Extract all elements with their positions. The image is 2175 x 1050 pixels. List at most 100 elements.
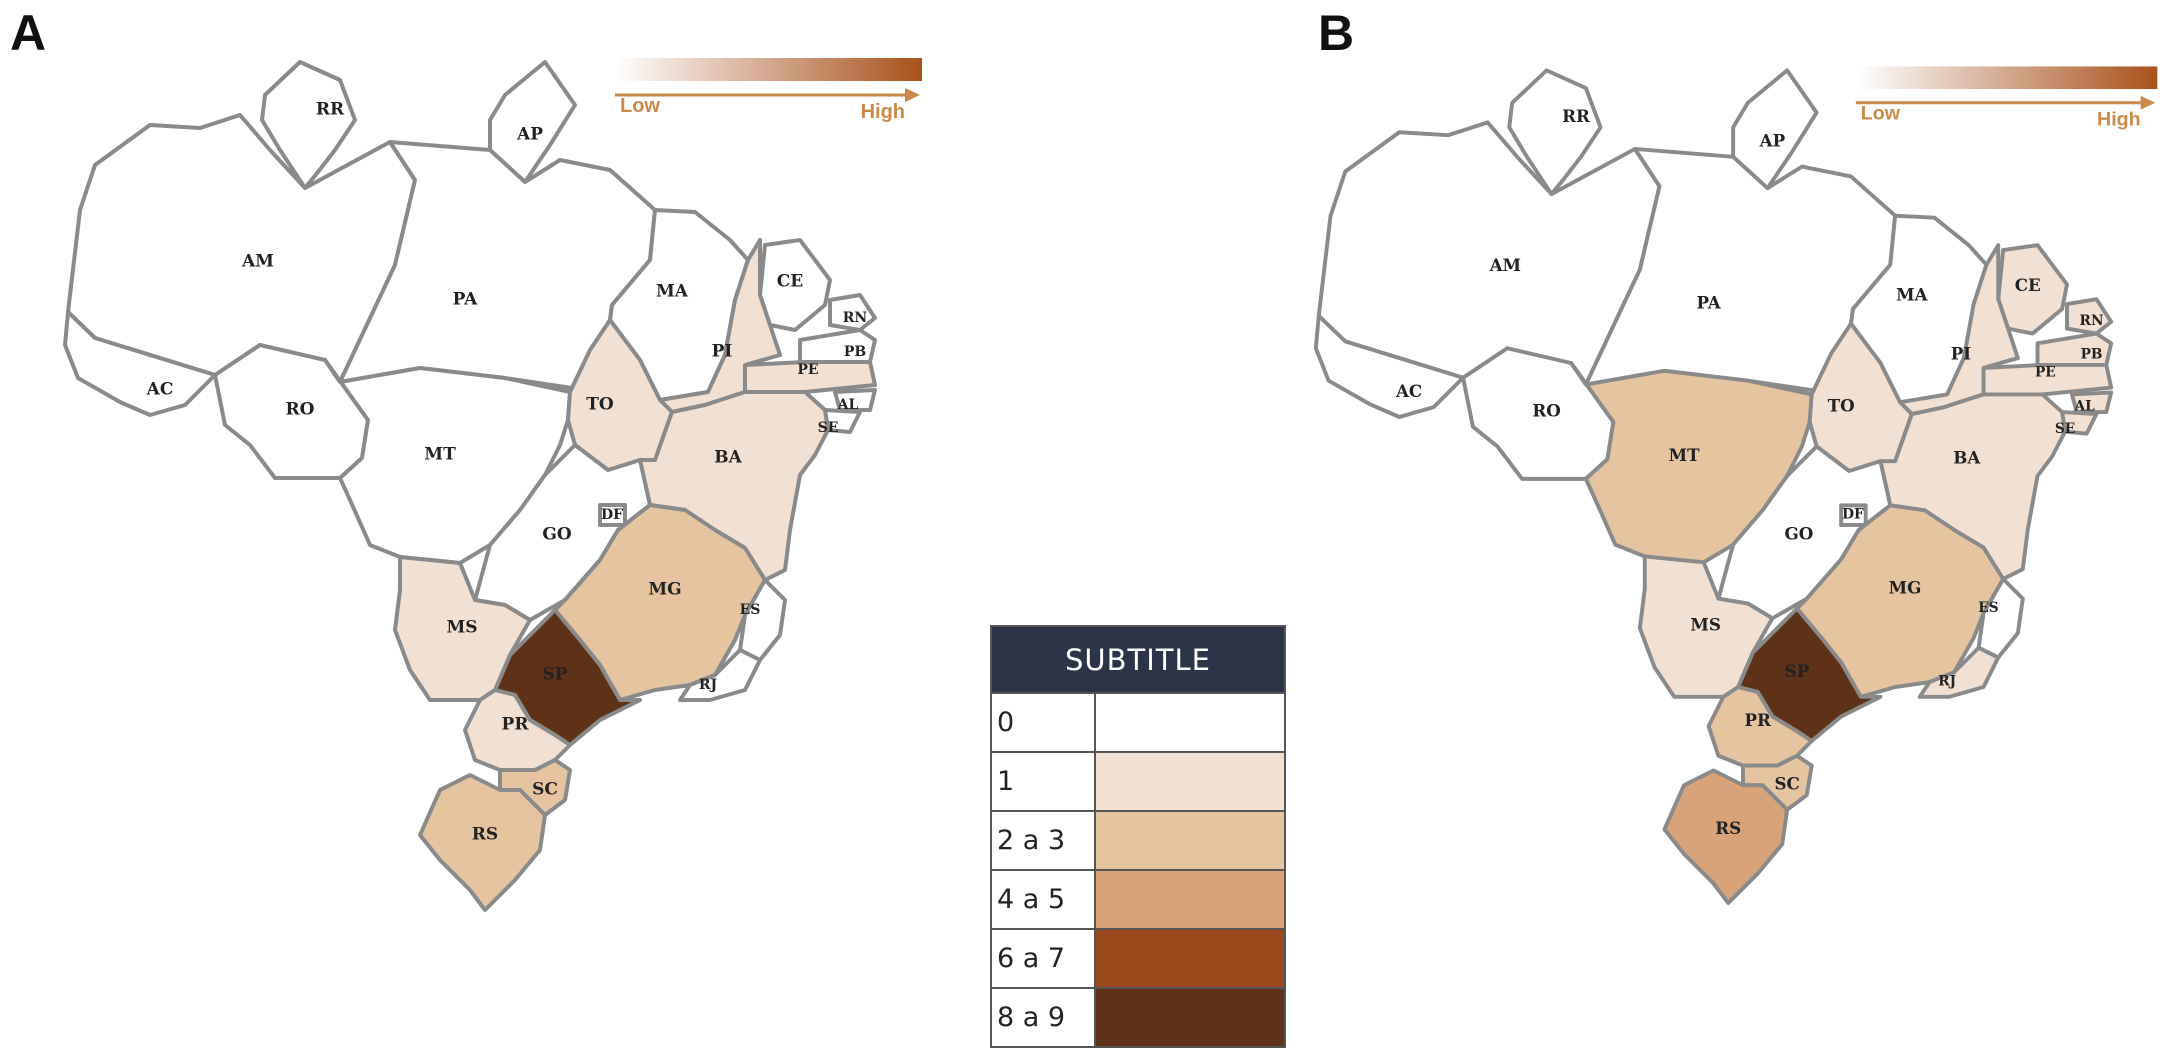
state-label-to: TO [586, 395, 614, 415]
state-label-mg: MG [1889, 577, 1922, 597]
state-label-df: DF [1842, 507, 1864, 523]
state-label-mt: MT [1669, 445, 1700, 465]
state-label-al: AL [837, 397, 859, 413]
gradient-high-label: High [861, 101, 905, 123]
brazil-map-a: Low High RR AP AM PA AC RO MT MA CE RN PB PE AL SE PI TO B… [63, 58, 922, 912]
state-label-ap: AP [1759, 131, 1786, 151]
legend-swatch [1096, 753, 1284, 810]
state-label-ap: AP [516, 125, 543, 145]
state-label-pe: PE [2035, 364, 2056, 380]
state-rn [2065, 297, 2114, 336]
state-label-pb: PB [2081, 347, 2103, 363]
state-ac [1313, 313, 1466, 419]
state-label-am: AM [1489, 255, 1521, 275]
state-label-ce: CE [777, 272, 804, 292]
legend-label: 6 a 7 [992, 930, 1096, 987]
legend-row: 2 a 3 [992, 810, 1284, 869]
state-label-ac: AC [1395, 381, 1422, 401]
state-label-mg: MG [648, 580, 681, 600]
state-label-rj: RJ [1938, 674, 1956, 690]
state-label-pb: PB [844, 344, 867, 360]
state-label-go: GO [1785, 523, 1814, 543]
brazil-map-b: Low High RR AP AM PA AC RO MT MA CE RN PB PE AL SE PI TO B… [1313, 66, 2158, 906]
state-label-ma: MA [656, 282, 689, 302]
state-label-pa: PA [1696, 293, 1721, 313]
state-al [833, 388, 877, 412]
state-label-rj: RJ [699, 677, 718, 693]
state-label-ce: CE [2015, 275, 2041, 295]
state-pr [1706, 685, 1814, 768]
gradient-bar [615, 58, 922, 81]
state-label-al: AL [2073, 399, 2095, 415]
state-label-pi: PI [712, 342, 733, 362]
legend-swatch [1096, 989, 1284, 1046]
legend-row: 4 a 5 [992, 869, 1284, 928]
state-label-mt: MT [424, 445, 456, 465]
legend-swatch [1096, 930, 1284, 987]
state-label-to: TO [1828, 396, 1855, 416]
state-label-rn: RN [843, 310, 868, 326]
state-label-rs: RS [1715, 818, 1741, 838]
legend-row: 6 a 7 [992, 928, 1284, 987]
state-label-es: ES [740, 602, 761, 618]
state-label-pa: PA [453, 290, 479, 310]
state-label-es: ES [1978, 600, 1998, 616]
state-label-se: SE [2055, 421, 2075, 437]
state-label-sp: SP [1785, 661, 1810, 681]
legend-label: 1 [992, 753, 1096, 810]
state-al [2069, 390, 2114, 415]
legend-label: 4 a 5 [992, 871, 1096, 928]
state-label-ba: BA [714, 448, 742, 468]
state-label-am: AM [241, 252, 274, 272]
legend-label: 2 a 3 [992, 812, 1096, 869]
state-rs [1662, 768, 1790, 906]
state-label-go: GO [542, 525, 572, 545]
state-label-sp: SP [542, 665, 567, 685]
state-label-pe: PE [797, 362, 818, 378]
state-label-pi: PI [1951, 344, 1972, 364]
state-rs [418, 773, 547, 912]
state-mt [323, 358, 572, 565]
state-rn [828, 293, 877, 332]
state-ac [63, 310, 217, 417]
state-label-pr: PR [502, 715, 530, 735]
state-label-ro: RO [286, 400, 315, 420]
legend-row: 8 a 9 [992, 987, 1284, 1046]
gradient-arrow-head [905, 88, 920, 102]
state-rj [678, 648, 762, 702]
legend-row: 1 [992, 751, 1284, 810]
state-pb [2035, 331, 2114, 367]
panel-a-label: A [10, 5, 47, 61]
state-label-sc: SC [532, 780, 558, 800]
gradient-low-label: Low [1861, 102, 1901, 124]
state-label-rr: RR [316, 100, 345, 120]
state-label-ms: MS [446, 618, 477, 638]
panel-b-label: B [1318, 5, 1355, 61]
legend-label: 0 [992, 694, 1096, 751]
legend-label: 8 a 9 [992, 989, 1096, 1046]
state-rr [260, 60, 357, 190]
state-label-ms: MS [1690, 615, 1721, 635]
legend-swatch [1096, 812, 1284, 869]
state-ap [488, 60, 577, 184]
state-pr [463, 688, 572, 772]
state-label-sc: SC [1774, 774, 1799, 794]
state-label-rs: RS [472, 825, 498, 845]
gradient-arrow-head [2140, 95, 2156, 110]
state-rr [1507, 68, 1603, 197]
state-ap [1731, 68, 1819, 191]
state-rj [1917, 645, 2001, 699]
state-label-se: SE [818, 420, 839, 436]
state-mt [1569, 361, 1814, 565]
state-label-rn: RN [2080, 313, 2104, 329]
state-pb [798, 328, 877, 364]
legend-row: 0 [992, 692, 1284, 751]
legend-swatch [1096, 871, 1284, 928]
state-label-df: DF [601, 507, 623, 523]
gradient-bar [1855, 66, 2158, 90]
legend-title: SUBTITLE [992, 627, 1284, 692]
gradient-high-label: High [2097, 108, 2141, 130]
state-label-ac: AC [146, 380, 174, 400]
state-label-ba: BA [1953, 448, 1981, 468]
state-label-ro: RO [1532, 401, 1560, 421]
